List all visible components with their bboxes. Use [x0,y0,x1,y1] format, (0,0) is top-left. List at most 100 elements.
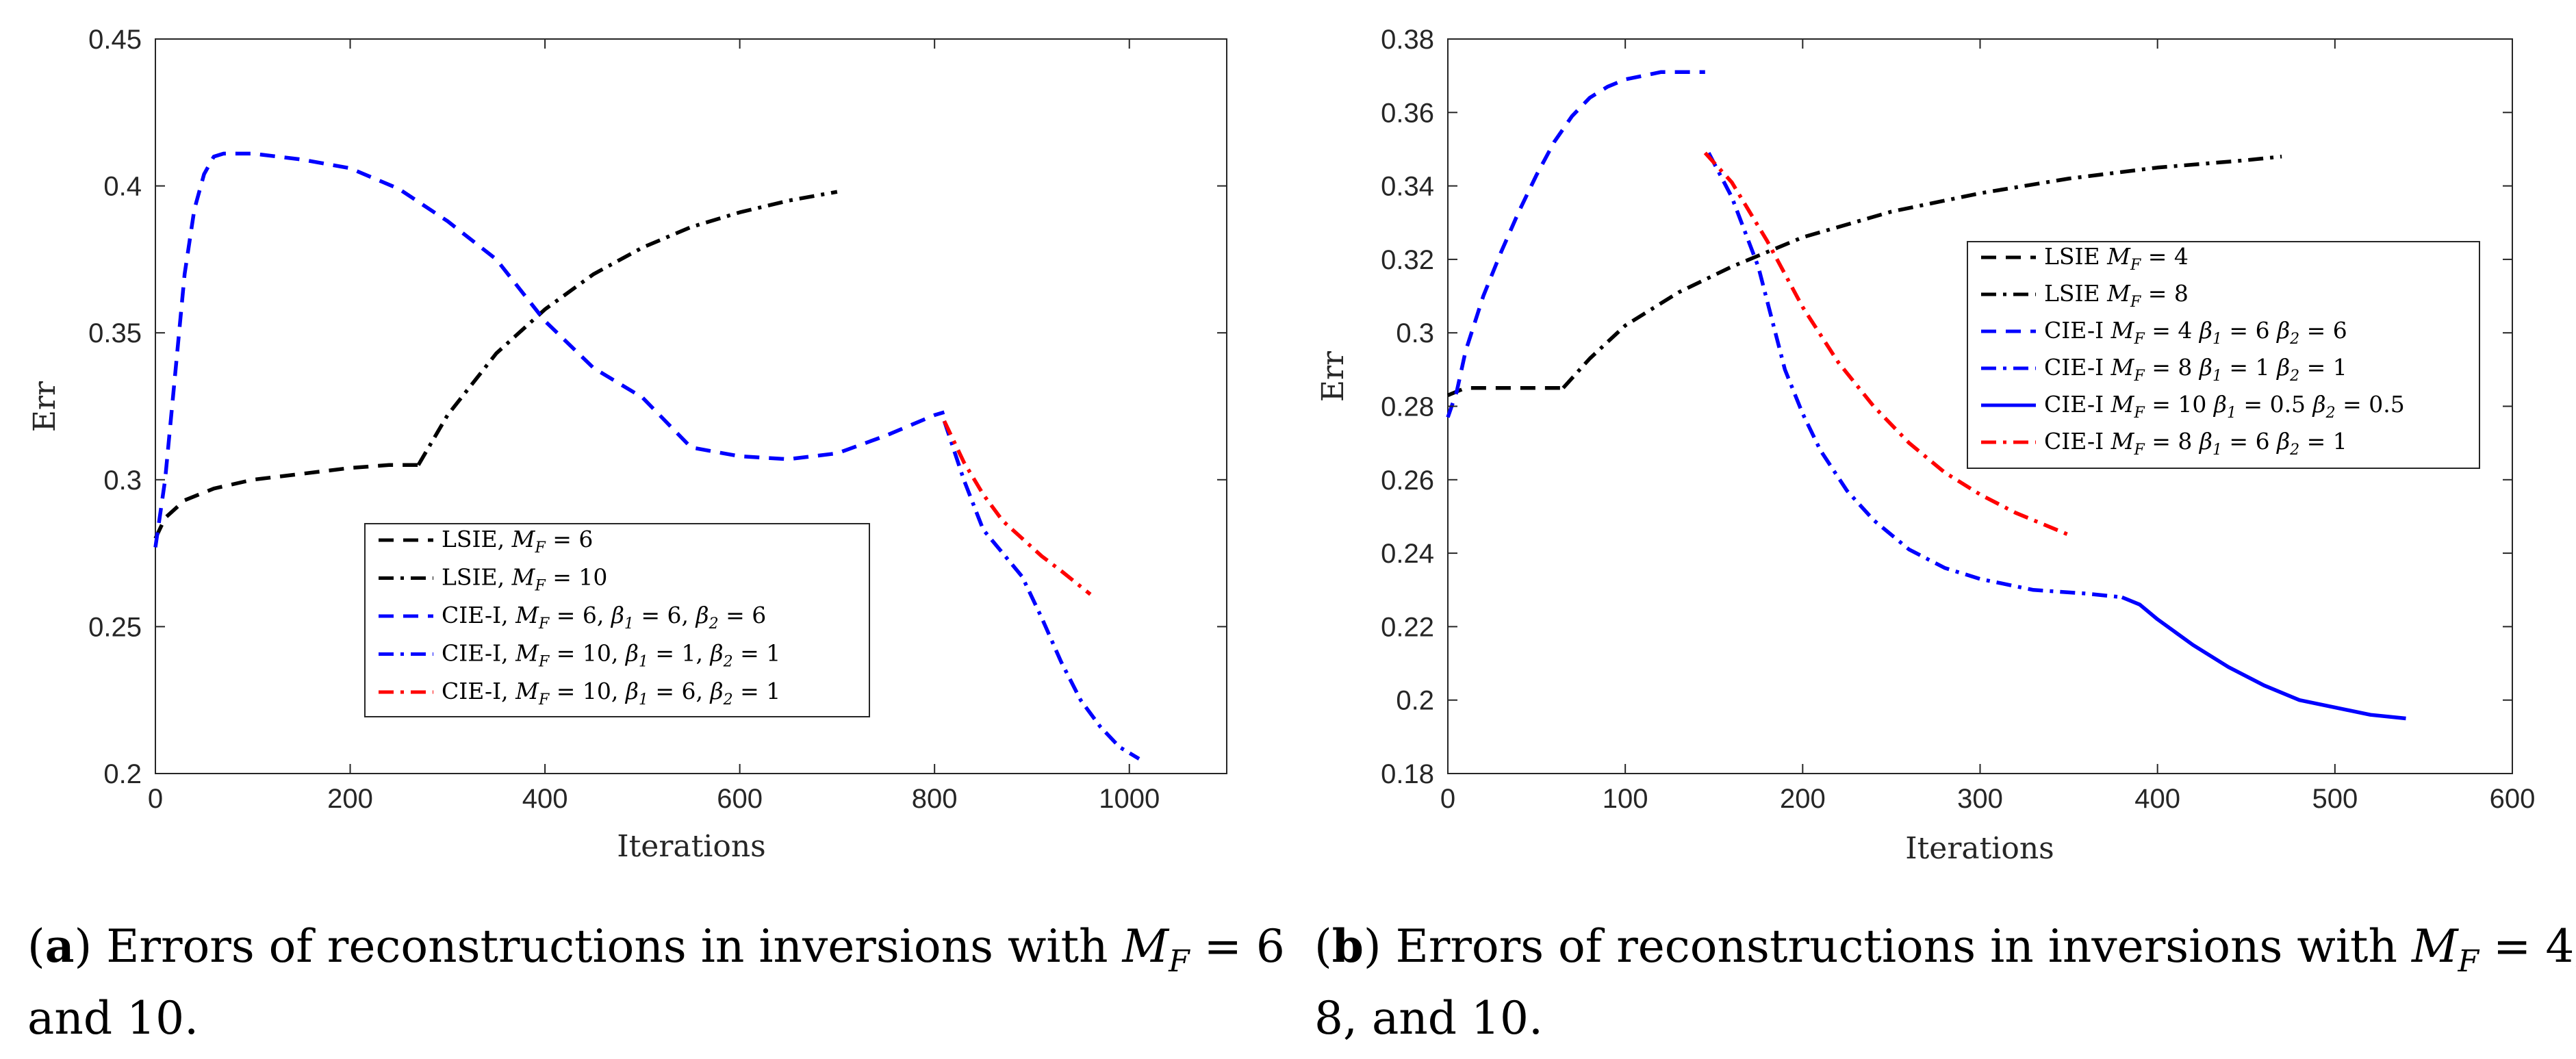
legend-text: LSIE [2044,243,2107,270]
legend-subscript: 1 [2212,331,2222,348]
legend-text: LSIE [2044,280,2107,307]
legend-entry: LSIE MF = 8 [2044,280,2189,311]
caption-subscript: F [1168,944,1190,979]
caption-symbol: M [1122,920,1170,973]
legend-symbol: β [2275,317,2290,344]
y-tick-label: 0.3 [103,465,142,496]
x-tick-label: 500 [2312,784,2358,814]
legend-symbol: M [515,640,539,667]
legend-subscript: F [2133,442,2145,459]
x-axis-label-b: Iterations [1905,831,2054,866]
legend-symbol: β [2198,317,2212,344]
series-line-b-6 [1703,151,2070,537]
series-line-b-2 [1561,154,2282,390]
y-tick-label: 0.38 [1381,25,1434,55]
legend-symbol: β [2312,391,2326,418]
legend-subscript: 1 [624,615,634,633]
y-tick-label: 0.25 [88,612,142,642]
series-line-a-4 [942,420,1140,761]
caption-text: Errors of reconstructions in inversions … [1396,920,2412,973]
y-tick-label: 0.2 [1396,686,1434,716]
x-tick-label: 200 [1780,784,1826,814]
x-tick-label: 1000 [1099,784,1160,814]
legend-text: CIE-I [2044,428,2111,455]
legend-text: = 6 [2299,317,2347,344]
legend-text: CIE-I [2044,391,2111,418]
x-tick-label: 400 [2134,784,2180,814]
legend-subscript: 1 [2227,405,2236,422]
caption-line-2: and 10. [27,992,199,1045]
y-tick-label: 0.36 [1381,98,1434,128]
legend-subscript: 1 [2212,368,2222,385]
legend-text: = 0.5 [2236,391,2313,418]
legend-text: = 10 [2145,391,2214,418]
caption-label: b [1332,919,1364,973]
legend-text: = 6 [546,526,594,552]
legend-text: = 1 [733,640,781,667]
y-tick-label: 0.26 [1381,465,1434,496]
y-tick-label: 0.3 [1396,318,1434,348]
legend-text: = 1 [733,678,781,704]
legend-text: = 6 [2222,317,2277,344]
legend-subscript: 2 [2289,442,2299,459]
legend-text: CIE-I, [442,602,515,628]
legend-subscript: 2 [709,615,719,633]
legend-text: CIE-I [2044,317,2111,344]
legend-text: = 1 [2299,354,2347,381]
legend-entry: LSIE, MF = 10 [442,564,607,595]
legend-text: CIE-I, [442,678,515,704]
legend-entry: CIE-I MF = 4 β1 = 6 β2 = 6 [2044,317,2347,348]
legend-text: = 1 [2299,428,2347,455]
legend-symbol: β [2212,391,2227,418]
x-tick-label: 0 [1440,784,1455,814]
legend-entry: CIE-I, MF = 10, β1 = 1, β2 = 1 [442,640,780,671]
legend-subscript: F [2133,368,2145,385]
y-tick-label: 0.35 [88,318,142,348]
legend-subscript: F [2130,257,2141,274]
legend-subscript: 1 [639,654,648,671]
legend-text: = 4 [2141,243,2189,270]
caption-paren: ) [1364,920,1396,973]
legend-text: = 10, [549,678,626,704]
legend-entry: LSIE MF = 4 [2044,243,2189,274]
legend-entry: CIE-I MF = 10 β1 = 0.5 β2 = 0.5 [2044,391,2405,422]
legend-text: = 1 [2222,354,2277,381]
legend-text: = 6, [549,602,611,628]
y-tick-label: 0.18 [1381,759,1434,789]
x-axis-label-a: Iterations [617,829,766,864]
legend-symbol: β [610,602,624,628]
caption-line-1: (a) Errors of reconstructions in inversi… [27,919,1285,979]
legend-symbol: β [624,640,639,667]
legend-box-a [364,523,870,717]
caption-paren: ( [27,920,45,973]
legend-symbol: β [709,678,724,704]
legend-symbol: β [2198,428,2212,455]
legend-text: CIE-I [2044,354,2111,381]
legend-text: = 10 [546,564,608,591]
legend-text: = 0.5 [2336,391,2405,418]
legend-text: = 6 [2222,428,2277,455]
y-axis-label-b: Err [1316,350,1351,402]
legend-symbol: β [624,678,639,704]
legend-symbol: M [2110,391,2135,418]
legend-text: = 6, [634,602,696,628]
series-line-a-1 [153,463,419,539]
legend-text: = 1, [648,640,711,667]
legend-subscript: 1 [639,691,648,709]
panel-a: 0 200 400 600 800 1000 0.2 0.25 0.3 0.35 0.4 0.45 I… [27,25,1285,1045]
series-line-a-2 [416,190,838,466]
legend-subscript: F [534,539,546,557]
legend-subscript: 2 [723,654,733,671]
legend-subscript: 1 [2212,442,2222,459]
legend-text: = 6 [719,602,767,628]
y-axis-label-a: Err [27,381,62,432]
legend-entry: LSIE, MF = 6 [442,526,593,557]
legend-subscript: F [538,654,550,671]
legend-box-b [1967,241,2480,469]
legend-text: = 10, [549,640,626,667]
caption-line-2: 8, and 10. [1314,992,1543,1045]
legend-subscript: F [2130,294,2141,311]
legend-subscript: F [2133,331,2145,348]
legend-symbol: β [2198,354,2212,381]
